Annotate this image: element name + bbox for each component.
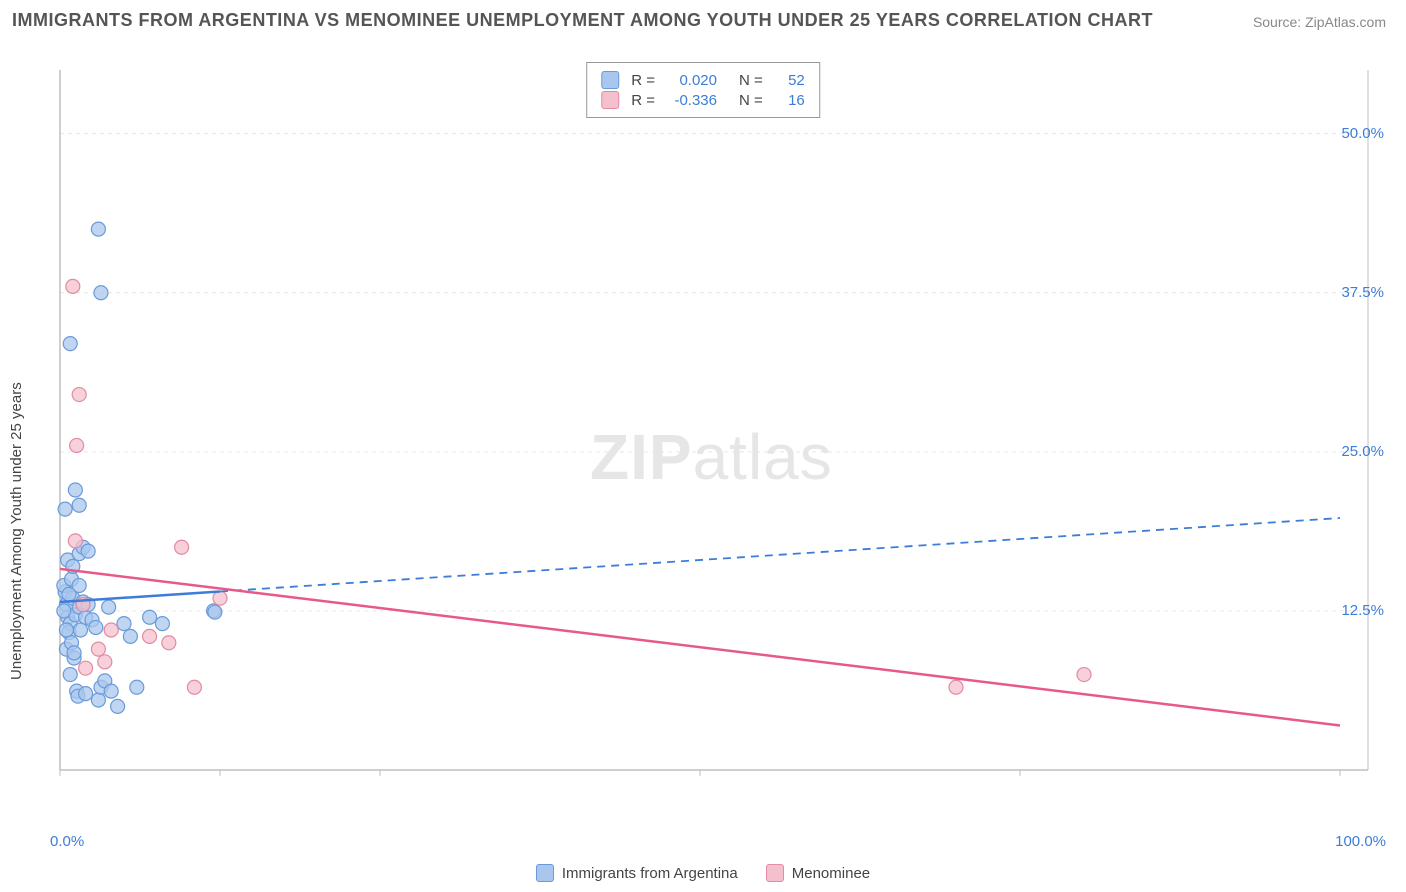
legend-n-label: N = [739, 72, 763, 89]
legend-n-value: 52 [775, 72, 805, 89]
chart-container: IMMIGRANTS FROM ARGENTINA VS MENOMINEE U… [0, 0, 1406, 892]
source-attribution: Source: ZipAtlas.com [1253, 14, 1386, 30]
y-tick-label: 50.0% [1341, 125, 1384, 142]
legend-n-label: N = [739, 92, 763, 109]
legend-r-label: R = [631, 72, 655, 89]
legend-r-value: 0.020 [667, 72, 717, 89]
y-tick-label: 25.0% [1341, 443, 1384, 460]
legend-row-menominee: R = -0.336 N = 16 [601, 91, 805, 109]
legend-swatch-menominee [601, 91, 619, 109]
series-legend: Immigrants from Argentina Menominee [0, 864, 1406, 882]
bottom-legend-item-argentina: Immigrants from Argentina [536, 864, 738, 882]
legend-n-value: 16 [775, 92, 805, 109]
legend-swatch-argentina [601, 71, 619, 89]
bottom-legend-item-menominee: Menominee [766, 864, 870, 882]
x-axis-min: 0.0% [50, 833, 84, 850]
plot-area: ZIPatlas [50, 60, 1370, 800]
bottom-legend-swatch-argentina [536, 864, 554, 882]
legend-row-argentina: R = 0.020 N = 52 [601, 71, 805, 89]
y-axis-label: Unemployment Among Youth under 25 years [8, 382, 25, 680]
chart-svg [50, 60, 1370, 800]
y-tick-label: 37.5% [1341, 284, 1384, 301]
bottom-legend-label-menominee: Menominee [792, 865, 870, 882]
legend-r-label: R = [631, 92, 655, 109]
bottom-legend-swatch-menominee [766, 864, 784, 882]
correlation-legend: R = 0.020 N = 52 R = -0.336 N = 16 [586, 62, 820, 118]
bottom-legend-label-argentina: Immigrants from Argentina [562, 865, 738, 882]
y-tick-label: 12.5% [1341, 602, 1384, 619]
x-axis-max: 100.0% [1335, 833, 1386, 850]
legend-r-value: -0.336 [667, 92, 717, 109]
chart-title: IMMIGRANTS FROM ARGENTINA VS MENOMINEE U… [12, 10, 1153, 31]
